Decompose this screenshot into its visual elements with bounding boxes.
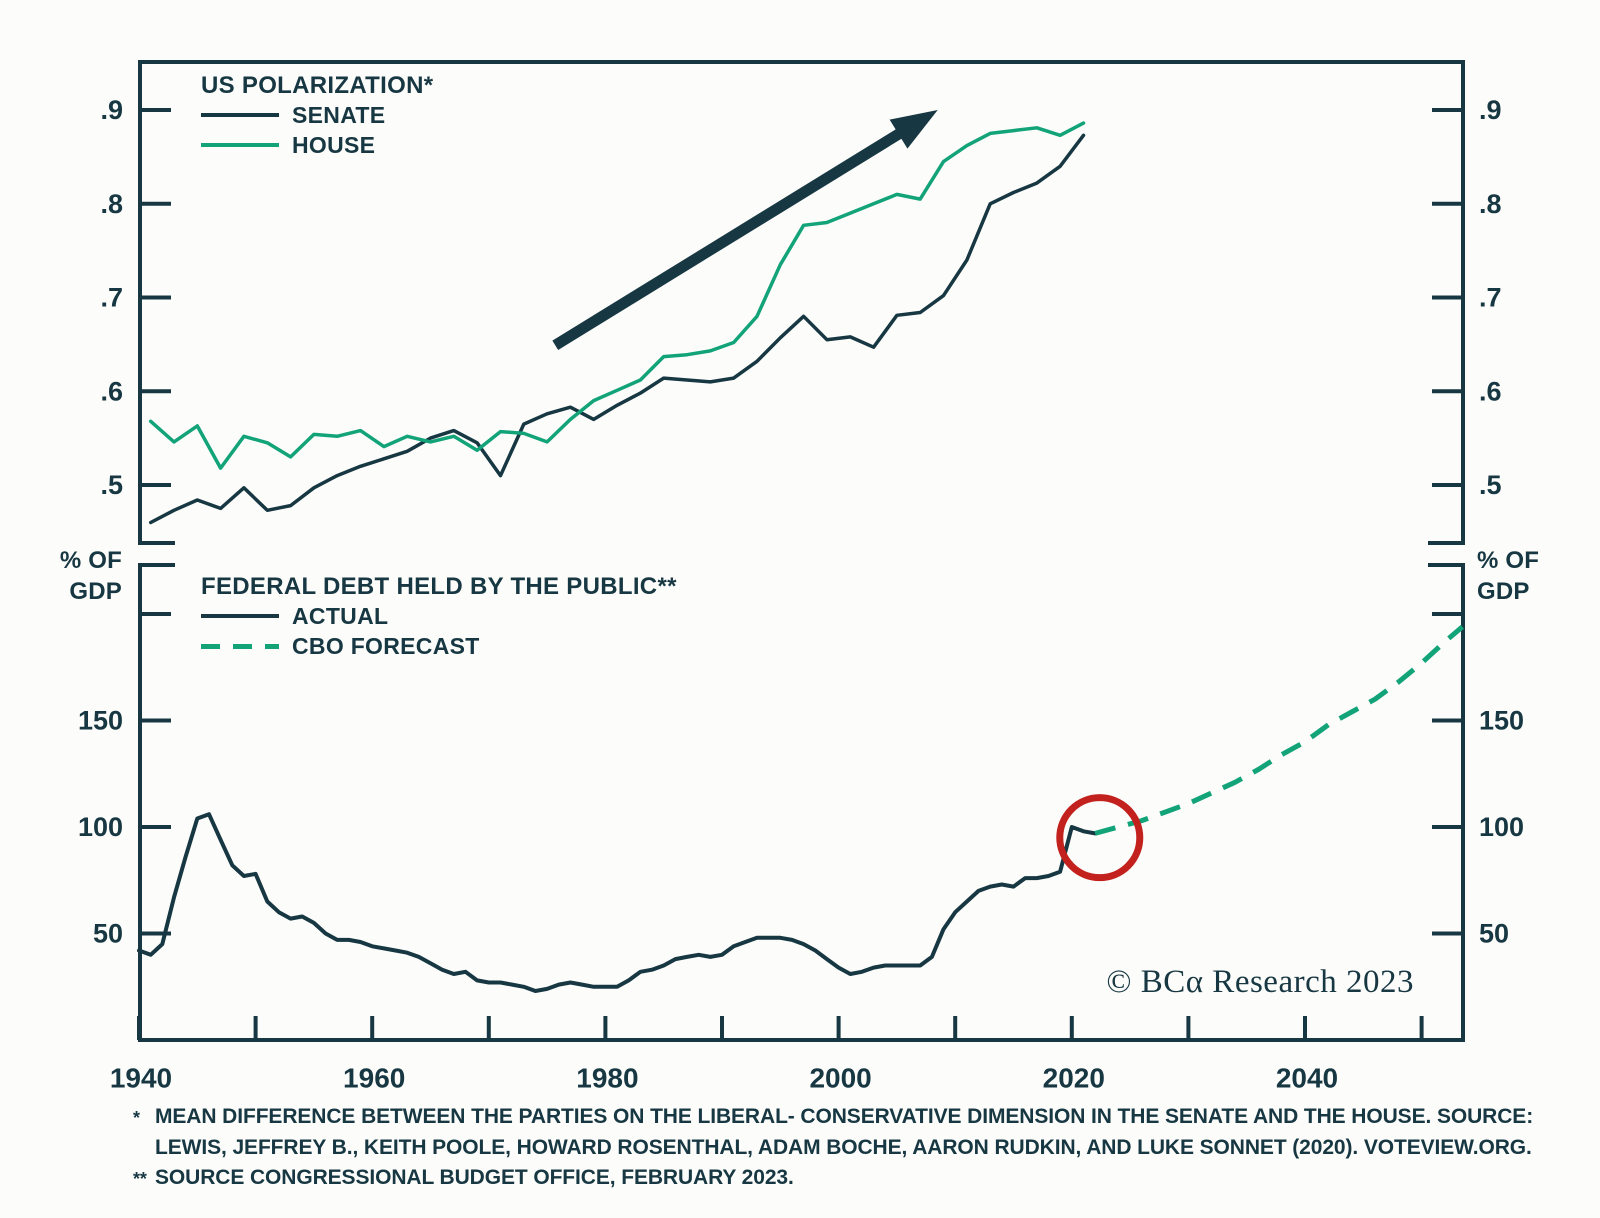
x-tick-label: 1940 — [110, 1063, 172, 1094]
y-tick-label-right: 100 — [1479, 812, 1524, 842]
bottom-chart-legend: FEDERAL DEBT HELD BY THE PUBLIC** ACTUAL… — [201, 573, 677, 661]
x-tick-label: 2040 — [1276, 1063, 1338, 1094]
y-tick-label-left: 150 — [78, 706, 123, 736]
bottom-panel-frame — [138, 563, 1465, 1042]
y-tick-label-right: 50 — [1479, 919, 1509, 949]
footnote-text: SOURCE CONGRESSIONAL BUDGET OFFICE, FEBR… — [155, 1166, 794, 1189]
top-panel-frame — [138, 60, 1465, 545]
legend-row-house: HOUSE — [201, 130, 433, 160]
cbo-forecast-line-swatch — [201, 643, 279, 649]
footnotes: * MEAN DIFFERENCE BETWEEN THE PARTIES ON… — [133, 1102, 1533, 1194]
footnote-line: LEWIS, JEFFREY B., KEITH POOLE, HOWARD R… — [133, 1133, 1533, 1163]
y-axis-unit-line1: % OF — [59, 547, 122, 574]
footnote-text: LEWIS, JEFFREY B., KEITH POOLE, HOWARD R… — [155, 1136, 1532, 1159]
y-tick-label-right: .8 — [1479, 189, 1502, 219]
x-tick-label: 2020 — [1043, 1063, 1105, 1094]
footnote-marker: ** — [133, 1169, 147, 1189]
x-tick-label: 2000 — [809, 1063, 871, 1094]
y-axis-unit-label-left: % OF GDP — [26, 545, 122, 607]
y-tick-label-left: 100 — [78, 812, 123, 842]
legend-label-actual: ACTUAL — [292, 602, 389, 629]
y-axis-unit-line1: % OF — [1477, 547, 1540, 574]
y-tick-label-left: .8 — [100, 189, 123, 219]
y-tick-label-left: 50 — [93, 919, 123, 949]
y-tick-label-left: .7 — [100, 283, 123, 313]
legend-row-cbo-forecast: CBO FORECAST — [201, 631, 677, 661]
y-tick-label-right: .6 — [1479, 376, 1502, 406]
house-line-swatch — [201, 143, 279, 147]
senate-line — [148, 133, 1086, 525]
copyright-text: © BCα Research 2023 — [1106, 964, 1414, 1000]
legend-label-cbo-forecast: CBO FORECAST — [292, 632, 480, 659]
legend-label-house: HOUSE — [292, 131, 376, 158]
legend-label-senate: SENATE — [292, 101, 386, 128]
y-tick-label-left: .9 — [100, 95, 123, 125]
senate-line-swatch — [201, 113, 279, 117]
y-tick-label-left: .5 — [100, 470, 123, 500]
x-tick-label: 1960 — [343, 1063, 405, 1094]
top-chart-title: US POLARIZATION* — [201, 72, 434, 99]
trend-arrow-shaft — [552, 125, 909, 350]
legend-row-actual: ACTUAL — [201, 601, 677, 631]
highlight-circle — [1056, 794, 1144, 882]
y-tick-label-right: .9 — [1479, 95, 1502, 125]
y-axis-unit-line2: GDP — [69, 578, 122, 605]
y-axis-unit-line2: GDP — [1477, 578, 1530, 605]
trend-arrow-head — [889, 110, 938, 149]
cbo-forecast-line — [1094, 624, 1465, 836]
footnote-marker: * — [133, 1108, 140, 1128]
actual-line — [137, 812, 1098, 993]
footnote-line: * MEAN DIFFERENCE BETWEEN THE PARTIES ON… — [133, 1102, 1533, 1133]
legend-row-senate: SENATE — [201, 100, 433, 130]
footnote-text: MEAN DIFFERENCE BETWEEN THE PARTIES ON T… — [155, 1105, 1534, 1128]
actual-line-swatch — [201, 614, 279, 618]
y-tick-label-right: .7 — [1479, 283, 1502, 313]
top-chart-legend: US POLARIZATION* SENATE HOUSE — [201, 72, 433, 160]
y-tick-label-right: .5 — [1479, 470, 1502, 500]
footnote-marker — [133, 1133, 155, 1163]
bottom-chart-title: FEDERAL DEBT HELD BY THE PUBLIC** — [201, 573, 677, 600]
y-axis-unit-label-right: % OF GDP — [1477, 545, 1539, 607]
x-tick-label: 1980 — [576, 1063, 638, 1094]
y-tick-label-right: 150 — [1479, 706, 1524, 736]
house-line — [148, 121, 1086, 470]
y-tick-label-left: .6 — [100, 376, 123, 406]
footnote-line: ** SOURCE CONGRESSIONAL BUDGET OFFICE, F… — [133, 1163, 1533, 1194]
